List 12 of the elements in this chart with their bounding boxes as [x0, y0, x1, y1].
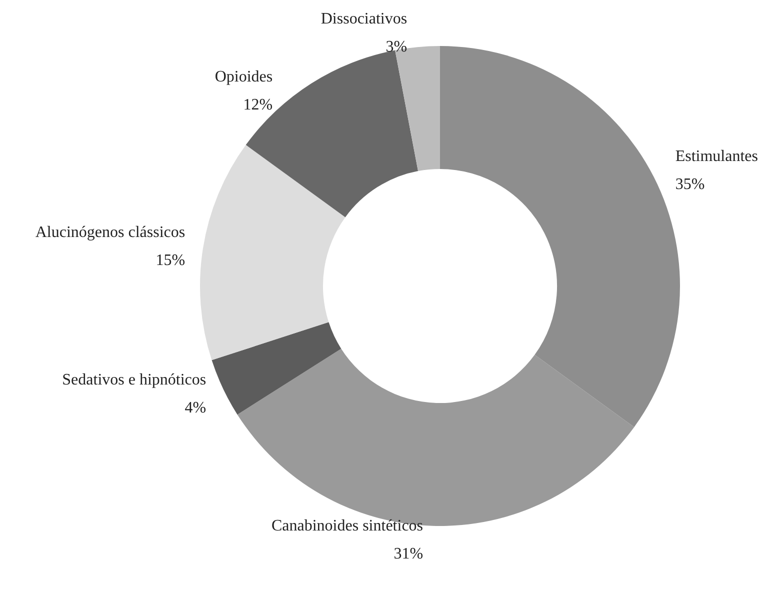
data-label: 12% — [243, 96, 273, 114]
data-label: 35% — [675, 176, 705, 194]
data-label: 4% — [184, 400, 206, 417]
data-label: 31% — [394, 545, 424, 562]
slice-label: Dissociativos — [320, 10, 408, 28]
slice-label: Canabinoides sintéticos — [271, 517, 424, 534]
slice-label: Estimulantes — [675, 148, 758, 166]
slice-label: Opioides — [214, 68, 273, 86]
data-label: 3% — [386, 38, 408, 56]
data-label: 15% — [156, 252, 186, 269]
slice-label: Alucinógenos clássicos — [35, 224, 186, 241]
slice-label: Sedativos e hipnóticos — [62, 372, 206, 389]
